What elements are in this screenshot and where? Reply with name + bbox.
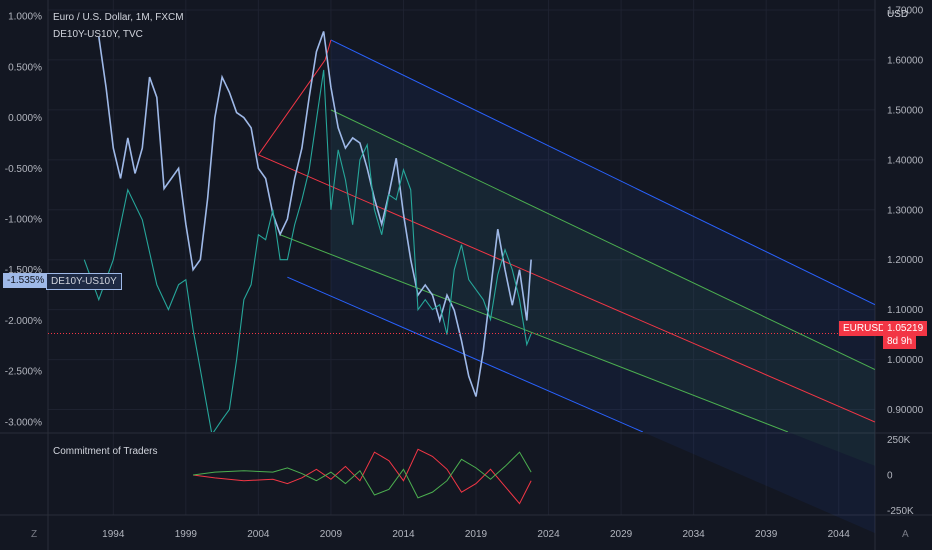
- overlay-name-tag: DE10Y-US10Y: [46, 273, 122, 290]
- time-tick-label: 2034: [683, 529, 706, 540]
- countdown-tag: 8d 9h: [883, 334, 917, 349]
- right-tick-label: 1.20000: [887, 255, 924, 266]
- currency-label: USD: [887, 9, 909, 20]
- time-tick-label: 2024: [537, 529, 560, 540]
- time-tick-label: 2019: [465, 529, 488, 540]
- overlay-value-tag: -1.535%: [3, 273, 49, 288]
- time-tick-label: 2004: [247, 529, 270, 540]
- pitchfork-line-handle: [257, 59, 326, 156]
- left-tick-label: -2.500%: [5, 367, 42, 378]
- time-tick-label: 2039: [755, 529, 778, 540]
- price-tag: 1.05219: [883, 321, 928, 336]
- right-tick-label: 1.70000: [887, 5, 924, 16]
- auto-scale-icon[interactable]: A: [902, 529, 909, 540]
- right-tick-label: 1.10000: [887, 305, 924, 316]
- cot-tick-label: 250K: [887, 435, 911, 446]
- cot-tick-label: 0: [887, 471, 893, 482]
- overlay-title: DE10Y-US10Y, TVC: [53, 29, 143, 40]
- time-tick-label: 2014: [392, 529, 415, 540]
- left-tick-label: -1.000%: [5, 215, 42, 226]
- cot-series-commercial: [193, 448, 532, 505]
- cot-series: [193, 448, 532, 505]
- time-tick-label: 1994: [102, 529, 125, 540]
- time-tick-label: 2009: [320, 529, 343, 540]
- right-tick-label: 1.00000: [887, 355, 924, 366]
- right-tick-label: 1.30000: [887, 205, 924, 216]
- series-EURUSD: [83, 69, 532, 432]
- left-tick-label: -3.000%: [5, 417, 42, 428]
- cot-title: Commitment of Traders: [53, 446, 158, 457]
- time-axis: 1994 1999 2004 2009 2014 2019 2024 2029 2034 2039…: [102, 529, 850, 540]
- time-tick-label: 2029: [610, 529, 633, 540]
- pitchfork-line-upper: [330, 39, 875, 306]
- left-axis: 1.000% 0.500% 0.000% -0.500% -1.000% -1.500% -…: [5, 12, 42, 429]
- zoom-icon[interactable]: Z: [31, 529, 38, 540]
- pitchfork-line-upper-median: [330, 109, 875, 371]
- symbol-tag: EURUSD: [839, 321, 890, 336]
- pitchfork-inner-fill: [330, 109, 876, 466]
- left-tick-label: -2.000%: [5, 316, 42, 327]
- time-tick-label: 2044: [828, 529, 851, 540]
- left-tick-label: -1.500%: [5, 265, 42, 276]
- right-tick-label: 0.90000: [887, 405, 924, 416]
- cot-tick-label: -250K: [887, 506, 914, 517]
- right-tick-label: 1.50000: [887, 105, 924, 116]
- pitchfork-line-handle-upper: [324, 39, 332, 61]
- main-series: [83, 31, 532, 432]
- right-tick-label: 1.60000: [887, 55, 924, 66]
- left-tick-label: 0.500%: [8, 62, 42, 73]
- series-DE10Y-US10Y: [97, 31, 532, 397]
- main-chart-title: Euro / U.S. Dollar, 1M, FXCM: [53, 12, 184, 23]
- cot-series-non-commercial: [193, 451, 532, 499]
- left-tick-label: -0.500%: [5, 164, 42, 175]
- right-tick-label: 1.40000: [887, 155, 924, 166]
- pitchfork-outer-fill: [330, 39, 876, 534]
- left-tick-label: 0.000%: [8, 113, 42, 124]
- pitchfork-line-median: [258, 154, 875, 423]
- cot-axis: 250K 0 -250K: [887, 435, 914, 517]
- grid-lines: [48, 0, 875, 515]
- right-axis: 1.70000 1.60000 1.50000 1.40000 1.30000 1.200…: [887, 5, 924, 416]
- left-tick-label: 1.000%: [8, 12, 42, 23]
- time-tick-label: 1999: [175, 529, 198, 540]
